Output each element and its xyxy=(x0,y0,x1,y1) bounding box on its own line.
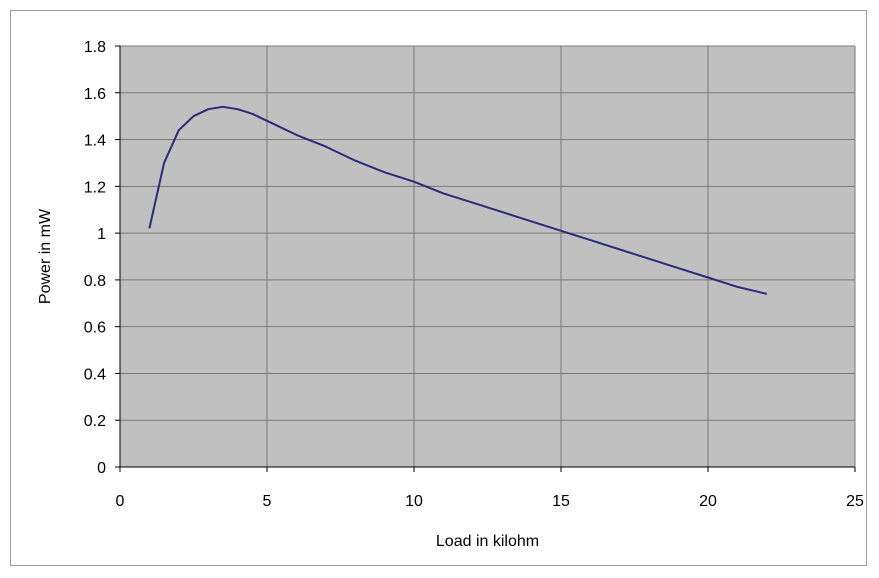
series-line xyxy=(148,105,768,295)
y-tick-label: 0 xyxy=(97,460,106,477)
x-axis-label: Load in kilohm xyxy=(436,533,539,550)
y-tick-label: 1.6 xyxy=(84,86,106,103)
x-tick-label: 25 xyxy=(846,493,864,510)
x-tick-label: 5 xyxy=(263,493,272,510)
y-tick-label: 1.8 xyxy=(84,39,106,56)
y-tick-label: 1.2 xyxy=(84,179,106,196)
y-tick-label: 1 xyxy=(97,226,106,243)
y-tick-label: 0.6 xyxy=(84,320,106,337)
y-tick-label: 0.8 xyxy=(84,273,106,290)
y-tick-label: 0.4 xyxy=(84,366,106,383)
y-tick-labels: 0 0.2 0.4 0.6 0.8 1 1.2 1.4 1.6 1.8 xyxy=(84,39,106,477)
y-tick-label: 0.2 xyxy=(84,413,106,430)
x-tick-label: 10 xyxy=(405,493,423,510)
x-tick-label: 20 xyxy=(699,493,717,510)
x-tick-label: 0 xyxy=(116,493,125,510)
x-tick-labels: 0 5 10 15 20 25 xyxy=(116,493,864,510)
y-axis-label: Power in mW xyxy=(37,208,54,304)
y-tick-label: 1.4 xyxy=(84,133,106,150)
x-tick-label: 15 xyxy=(552,493,570,510)
axes xyxy=(115,45,856,472)
plot-area xyxy=(120,46,855,467)
